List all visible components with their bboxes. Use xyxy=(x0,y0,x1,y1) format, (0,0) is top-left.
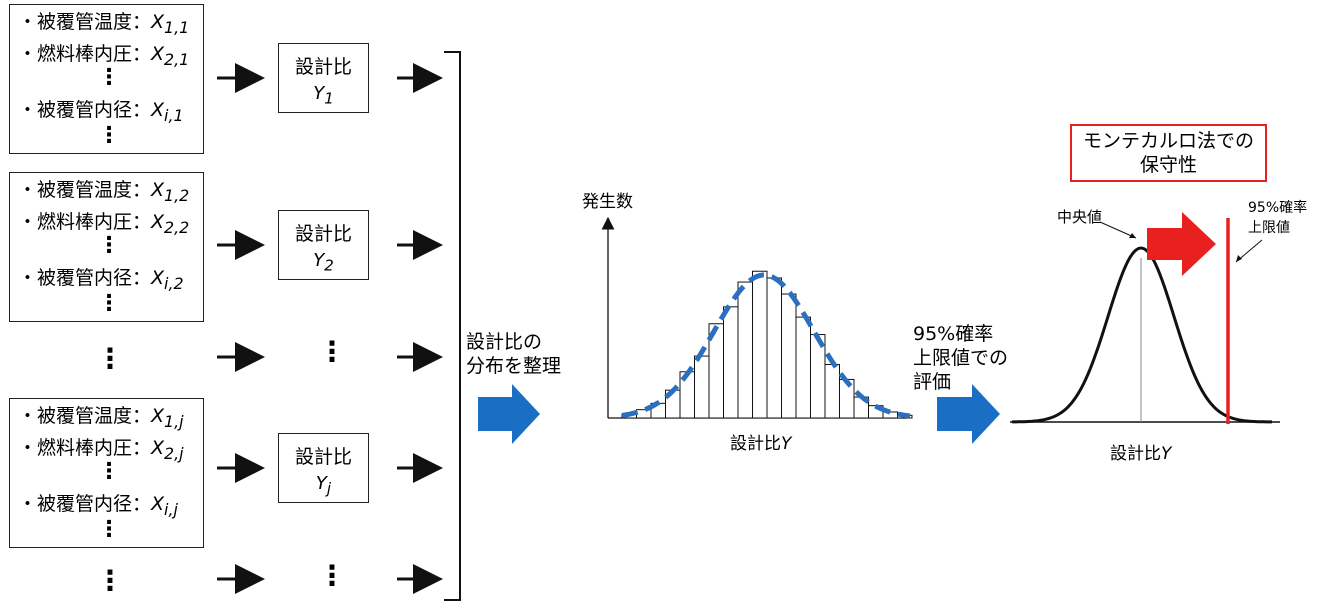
design-ratio-box-3: 設計比 Yj xyxy=(278,433,369,503)
vertical-ellipsis: ⋮ xyxy=(98,517,120,542)
histogram-x-label: 設計比Y xyxy=(730,434,792,454)
vertical-ellipsis: ⋮ xyxy=(96,342,124,375)
blue-arrow-icon xyxy=(937,384,1000,444)
vertical-ellipsis: ⋮ xyxy=(98,459,120,484)
histogram-bar xyxy=(795,316,811,419)
vertical-ellipsis: ⋮ xyxy=(96,564,124,597)
param-line: ・被覆管温度：X1,j xyxy=(18,405,184,431)
param-line: ・燃料棒内圧：X2,1 xyxy=(18,43,190,69)
histogram-bar xyxy=(636,409,652,419)
step2-label: 95%確率 上限値での 評価 xyxy=(913,323,1009,393)
histogram-bar xyxy=(752,270,768,419)
param-line: ・被覆管内径：Xi,1 xyxy=(18,99,184,125)
red-arrow-icon xyxy=(1147,212,1216,276)
distribution-x-label: 設計比Y xyxy=(1110,444,1172,464)
histogram-bar xyxy=(824,363,840,419)
blue-arrow-icon xyxy=(478,384,540,444)
param-line: ・燃料棒内圧：X2,2 xyxy=(18,211,190,237)
param-box-3: ・被覆管温度：X1,j ・燃料棒内圧：X2,j ⋮ ・被覆管内径：Xi,j ⋮ xyxy=(9,398,204,548)
param-line: ・被覆管内径：Xi,j xyxy=(18,493,178,519)
param-line: ・被覆管温度：X1,2 xyxy=(18,179,190,205)
vertical-ellipsis: ⋮ xyxy=(98,233,120,258)
median-label: 中央値 xyxy=(1057,208,1103,226)
param-line: ・被覆管内径：Xi,2 xyxy=(18,267,184,293)
param-box-1: ・被覆管温度：X1,1 ・燃料棒内圧：X2,1 ⋮ ・被覆管内径：Xi,1 ⋮ xyxy=(9,4,204,154)
step1-label: 設計比の 分布を整理 xyxy=(466,331,562,377)
normal-fit-curve xyxy=(621,272,911,419)
histogram-bar xyxy=(810,334,826,419)
histogram-bar xyxy=(723,306,739,419)
param-line: ・被覆管温度：X1,1 xyxy=(18,11,190,37)
histogram-bar xyxy=(694,355,710,419)
param-line: ・燃料棒内圧：X2,j xyxy=(18,437,184,463)
param-box-2: ・被覆管温度：X1,2 ・燃料棒内圧：X2,2 ⋮ ・被覆管内径：Xi,2 ⋮ xyxy=(9,172,204,322)
histogram-bar xyxy=(781,293,797,419)
upper-limit-label: 95%確率 上限値 xyxy=(1248,200,1308,236)
design-ratio-box-2: 設計比 Y2 xyxy=(278,210,369,280)
design-ratio-box-1: 設計比 Y1 xyxy=(278,43,369,113)
distribution-curve xyxy=(1012,246,1272,424)
histogram-bar xyxy=(737,281,753,419)
vertical-ellipsis: ⋮ xyxy=(98,291,120,316)
vertical-ellipsis: ⋮ xyxy=(318,559,346,592)
monte-carlo-conservatism-box: モンテカルロ法での 保守性 xyxy=(1070,124,1267,182)
histogram-y-label: 発生数 xyxy=(582,192,633,212)
vertical-ellipsis: ⋮ xyxy=(98,65,120,90)
vertical-ellipsis: ⋮ xyxy=(98,123,120,148)
histogram-bar xyxy=(766,277,782,419)
median-pointer xyxy=(1099,221,1137,239)
grouping-bracket xyxy=(444,51,461,601)
vertical-ellipsis: ⋮ xyxy=(318,335,346,368)
